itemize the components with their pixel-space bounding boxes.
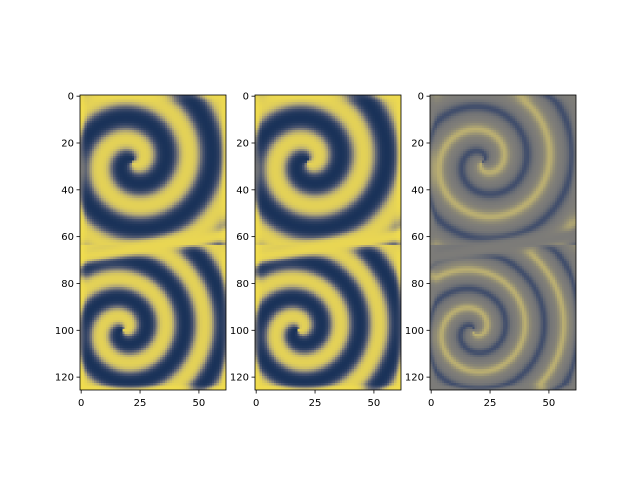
x-tick-label: 25 [134, 398, 147, 409]
x-tick-label: 0 [78, 398, 84, 409]
axes-frame-left [79, 94, 227, 391]
y-tick-label: 100 [55, 326, 74, 337]
y-tick-label: 20 [61, 138, 74, 149]
heatmap-image-middle [255, 95, 401, 390]
y-tick-label: 100 [230, 326, 249, 337]
y-tick-label: 80 [61, 279, 74, 290]
axes-frame-middle [254, 94, 402, 391]
x-tick-label: 0 [253, 398, 259, 409]
y-tick-label: 20 [236, 138, 249, 149]
x-tick-label: 0 [428, 398, 434, 409]
y-tick-label: 120 [405, 373, 424, 384]
y-tick-label: 0 [68, 92, 74, 103]
x-tick-label: 50 [193, 398, 206, 409]
y-tick-label: 60 [236, 232, 249, 243]
heatmap-panel-right: 0 25 50 0 20 40 60 80 100 120 [405, 92, 577, 409]
y-tick-label: 40 [61, 185, 74, 196]
heatmap-image-left [80, 95, 226, 390]
y-tick-label: 20 [411, 138, 424, 149]
ticks-middle: 0 25 50 0 20 40 60 80 100 120 [230, 92, 380, 409]
heatmap-panel-middle: 0 25 50 0 20 40 60 80 100 120 [230, 92, 402, 409]
y-tick-label: 120 [55, 373, 74, 384]
heatmap-panel-left: 0 25 50 0 20 40 60 80 100 120 [55, 92, 227, 409]
x-tick-label: 50 [543, 398, 556, 409]
heatmap-image-right [430, 95, 576, 390]
y-tick-label: 40 [236, 185, 249, 196]
x-tick-label: 25 [484, 398, 497, 409]
x-tick-label: 50 [368, 398, 381, 409]
ticks-right: 0 25 50 0 20 40 60 80 100 120 [405, 92, 555, 409]
y-tick-label: 60 [61, 232, 74, 243]
y-tick-label: 0 [243, 92, 249, 103]
x-tick-label: 25 [309, 398, 322, 409]
y-tick-label: 0 [418, 92, 424, 103]
y-tick-label: 100 [405, 326, 424, 337]
y-tick-label: 60 [411, 232, 424, 243]
y-tick-label: 80 [236, 279, 249, 290]
axes-frame-right [429, 94, 577, 391]
y-tick-label: 120 [230, 373, 249, 384]
y-tick-label: 40 [411, 185, 424, 196]
y-tick-label: 80 [411, 279, 424, 290]
ticks-left: 0 25 50 0 20 40 60 80 100 120 [55, 92, 205, 409]
